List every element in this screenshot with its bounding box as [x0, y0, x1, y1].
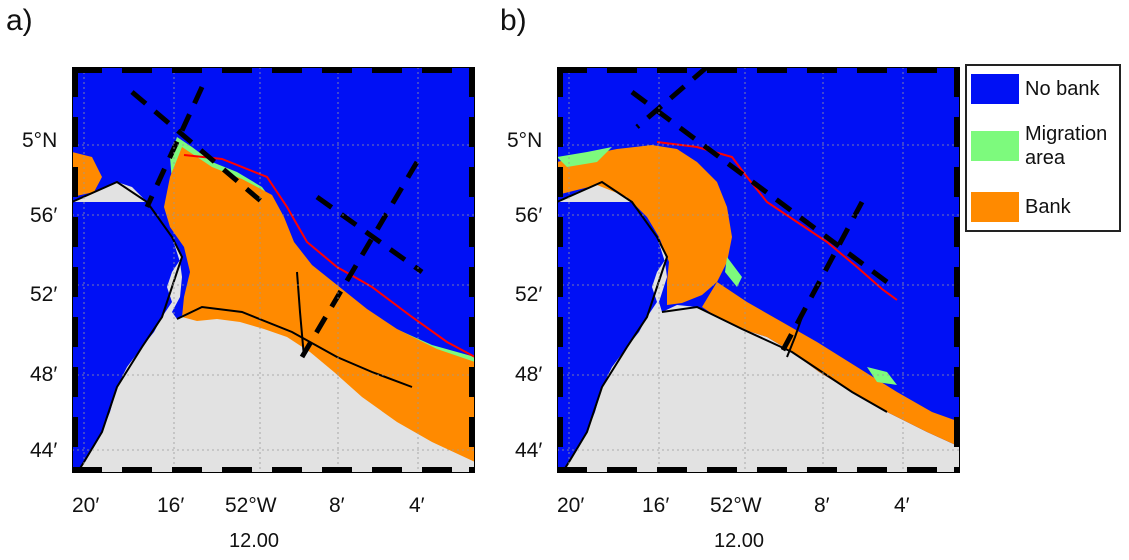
lat-tick-a-1: 5°N: [22, 129, 58, 152]
legend-swatch-bank: [971, 192, 1019, 222]
map-legend: No bank Migration area Bank: [965, 64, 1121, 232]
legend-swatch-migration: [971, 131, 1019, 161]
coastline-river: [176, 305, 413, 388]
bank-area: [557, 145, 732, 305]
graticule: [557, 67, 960, 473]
map-panel-b: [556, 65, 961, 474]
bank-edge-line: [183, 154, 476, 358]
panel-b-label: b): [500, 4, 527, 37]
lon-tick-a-1: 20′: [72, 494, 100, 517]
legend-label-migration: Migration area: [1025, 123, 1108, 169]
lat-tick-b-2: 56′: [515, 204, 543, 227]
transect-1: [630, 89, 889, 285]
lat-tick-b-5: 44′: [515, 439, 543, 462]
sub-label-b: 12.00: [714, 530, 765, 552]
lon-tick-a-2: 16′: [157, 494, 185, 517]
lat-tick-a-4: 48′: [30, 363, 58, 386]
lon-tick-b-2: 16′: [642, 494, 670, 517]
bank-coastal-band: [702, 282, 960, 447]
lat-tick-a-5: 44′: [30, 439, 58, 462]
lon-tick-a-5: 4′: [409, 494, 425, 517]
lat-tick-b-3: 52′: [515, 283, 543, 306]
lon-tick-b-5: 4′: [894, 494, 910, 517]
legend-label-bank: Bank: [1025, 196, 1071, 218]
coastline: [71, 180, 184, 474]
bank-west-edge: [72, 152, 102, 197]
lat-tick-a-2: 56′: [30, 204, 58, 227]
legend-swatch-no-bank: [971, 74, 1019, 104]
coastline-river: [661, 305, 888, 413]
transect-2: [635, 65, 709, 129]
graticule: [72, 67, 475, 473]
lon-tick-b-1: 20′: [557, 494, 585, 517]
legend-item-no-bank: No bank: [971, 74, 1100, 104]
map-a-svg: [71, 66, 476, 474]
lon-tick-a-4: 8′: [329, 494, 345, 517]
transect-4: [299, 160, 420, 359]
coastline: [556, 180, 669, 474]
legend-label-no-bank: No bank: [1025, 78, 1100, 100]
map-b-svg: [556, 65, 961, 474]
transect-2: [144, 85, 205, 209]
lon-tick-b-4: 8′: [814, 494, 830, 517]
lat-tick-b-4: 48′: [515, 363, 543, 386]
panel-a-label: a): [6, 4, 33, 37]
lon-tick-b-3: 52°W: [710, 494, 762, 517]
land-area: [557, 182, 960, 473]
migration-area: [557, 147, 897, 385]
bank-area: [164, 147, 475, 462]
transect-3: [315, 194, 424, 275]
lat-tick-a-3: 52′: [30, 283, 58, 306]
lat-tick-b-1: 5°N: [507, 129, 543, 152]
sub-label-a: 12.00: [229, 530, 280, 552]
legend-item-bank: Bank: [971, 192, 1071, 222]
map-panel-a: [71, 66, 476, 474]
lon-tick-a-3: 52°W: [225, 494, 277, 517]
legend-item-migration: Migration area: [971, 122, 1107, 170]
